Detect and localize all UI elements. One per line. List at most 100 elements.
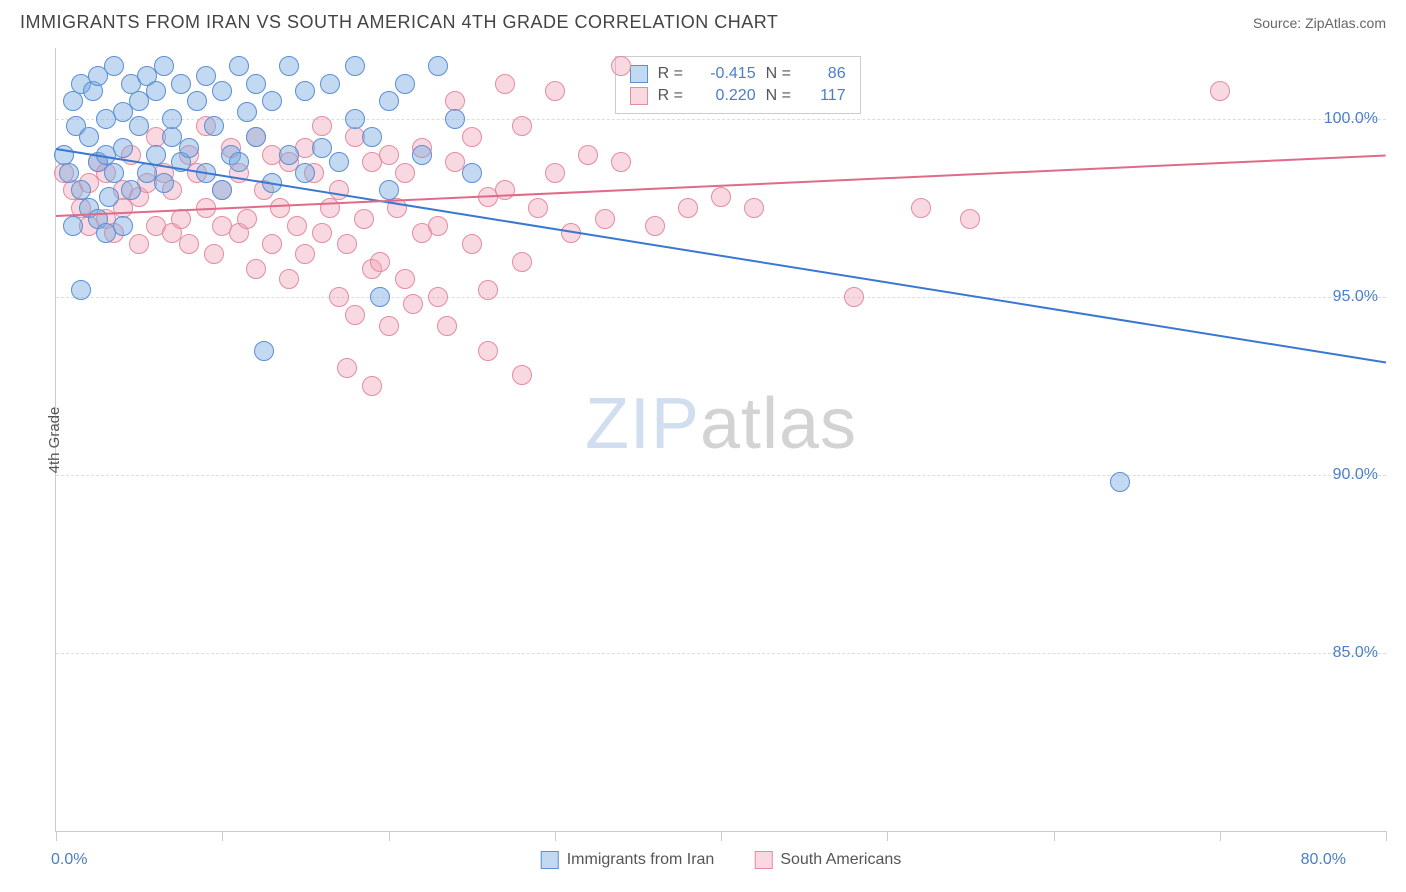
data-point xyxy=(246,127,266,147)
x-tick xyxy=(555,831,556,841)
data-point xyxy=(512,252,532,272)
data-point xyxy=(462,163,482,183)
data-point xyxy=(395,163,415,183)
data-point xyxy=(345,56,365,76)
data-point xyxy=(911,198,931,218)
data-point xyxy=(379,316,399,336)
x-tick xyxy=(222,831,223,841)
x-tick xyxy=(721,831,722,841)
data-point xyxy=(246,74,266,94)
data-point xyxy=(229,152,249,172)
x-axis-max-label: 80.0% xyxy=(1301,851,1346,869)
data-point xyxy=(362,127,382,147)
data-point xyxy=(362,376,382,396)
data-point xyxy=(395,74,415,94)
data-point xyxy=(295,163,315,183)
grid-line xyxy=(56,297,1386,298)
data-point xyxy=(262,234,282,254)
stat-n-value: 117 xyxy=(806,87,846,105)
data-point xyxy=(104,163,124,183)
data-point xyxy=(345,305,365,325)
data-point xyxy=(229,56,249,76)
data-point xyxy=(113,138,133,158)
legend-label: South Americans xyxy=(780,851,901,869)
stat-n-label: N = xyxy=(766,87,796,105)
data-point xyxy=(287,216,307,236)
data-point xyxy=(237,209,257,229)
legend-swatch xyxy=(754,851,772,869)
legend-swatch xyxy=(541,851,559,869)
data-point xyxy=(113,216,133,236)
data-point xyxy=(595,209,615,229)
data-point xyxy=(312,116,332,136)
data-point xyxy=(121,180,141,200)
data-point xyxy=(379,180,399,200)
data-point xyxy=(320,74,340,94)
data-point xyxy=(63,216,83,236)
data-point xyxy=(437,316,457,336)
data-point xyxy=(1210,81,1230,101)
watermark: ZIPatlas xyxy=(585,383,857,465)
data-point xyxy=(428,287,448,307)
data-point xyxy=(462,234,482,254)
data-point xyxy=(412,145,432,165)
data-point xyxy=(512,365,532,385)
grid-line xyxy=(56,475,1386,476)
legend-label: Immigrants from Iran xyxy=(567,851,715,869)
data-point xyxy=(329,287,349,307)
watermark-zip: ZIP xyxy=(585,384,700,464)
stats-row: R =0.220N =117 xyxy=(630,85,846,107)
data-point xyxy=(545,163,565,183)
data-point xyxy=(370,252,390,272)
stat-r-value: 0.220 xyxy=(696,87,756,105)
stat-n-label: N = xyxy=(766,65,796,83)
data-point xyxy=(960,209,980,229)
x-tick xyxy=(887,831,888,841)
data-point xyxy=(254,341,274,361)
data-point xyxy=(345,109,365,129)
data-point xyxy=(379,91,399,111)
data-point xyxy=(744,198,764,218)
data-point xyxy=(379,145,399,165)
stats-row: R =-0.415N =86 xyxy=(630,63,846,85)
series-swatch xyxy=(630,65,648,83)
data-point xyxy=(279,56,299,76)
data-point xyxy=(154,173,174,193)
data-point xyxy=(63,91,83,111)
data-point xyxy=(246,259,266,279)
data-point xyxy=(179,138,199,158)
data-point xyxy=(1110,472,1130,492)
data-point xyxy=(329,152,349,172)
y-tick-label: 90.0% xyxy=(1333,466,1378,484)
stat-r-value: -0.415 xyxy=(696,65,756,83)
chart-source: Source: ZipAtlas.com xyxy=(1253,15,1386,31)
data-point xyxy=(171,74,191,94)
y-tick-label: 95.0% xyxy=(1333,288,1378,306)
x-tick xyxy=(1054,831,1055,841)
data-point xyxy=(711,187,731,207)
data-point xyxy=(71,280,91,300)
y-axis-title: 4th Grade xyxy=(46,406,63,473)
grid-line xyxy=(56,653,1386,654)
data-point xyxy=(611,152,631,172)
data-point xyxy=(99,187,119,207)
data-point xyxy=(204,244,224,264)
legend-item: South Americans xyxy=(754,851,901,869)
data-point xyxy=(495,74,515,94)
series-swatch xyxy=(630,87,648,105)
data-point xyxy=(395,269,415,289)
data-point xyxy=(445,109,465,129)
trend-line xyxy=(56,148,1386,364)
data-point xyxy=(146,81,166,101)
data-point xyxy=(312,223,332,243)
data-point xyxy=(212,180,232,200)
data-point xyxy=(187,91,207,111)
y-tick-label: 85.0% xyxy=(1333,644,1378,662)
chart-title: IMMIGRANTS FROM IRAN VS SOUTH AMERICAN 4… xyxy=(20,12,778,33)
data-point xyxy=(337,358,357,378)
data-point xyxy=(645,216,665,236)
chart-header: IMMIGRANTS FROM IRAN VS SOUTH AMERICAN 4… xyxy=(0,0,1406,41)
data-point xyxy=(337,234,357,254)
data-point xyxy=(146,145,166,165)
data-point xyxy=(578,145,598,165)
